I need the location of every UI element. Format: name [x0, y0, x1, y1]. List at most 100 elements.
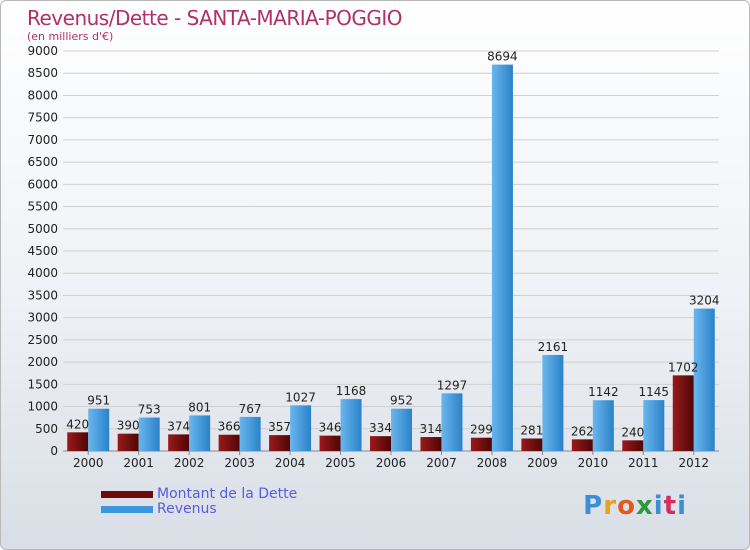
data-label-revenue: 1297 [437, 378, 468, 392]
y-tick-label: 8500 [27, 66, 58, 80]
chart-subtitle: (en milliers d'€) [27, 30, 114, 43]
bar-revenue [693, 308, 715, 451]
bar-debt [117, 433, 139, 451]
bar-revenue [138, 417, 160, 451]
y-tick-label: 500 [35, 422, 58, 436]
x-tick-label: 2008 [477, 456, 508, 470]
legend-label-revenue: Revenus [157, 501, 217, 517]
logo-letter: i [653, 491, 664, 521]
bar-revenue [340, 399, 362, 451]
logo-letter: r [603, 491, 618, 521]
legend-label-debt: Montant de la Dette [157, 486, 298, 502]
logo-letter: o [617, 491, 636, 521]
proxiti-logo: Proxiti [583, 491, 687, 521]
bar-debt [218, 434, 240, 451]
data-label-revenue: 3204 [689, 294, 720, 308]
bar-revenue [391, 408, 412, 451]
logo-letter: P [583, 491, 604, 521]
bar-debt [521, 438, 543, 451]
bar-debt [571, 439, 593, 451]
y-tick-label: 7000 [27, 133, 58, 147]
bar-debt [622, 440, 644, 451]
data-label-debt: 390 [117, 419, 140, 433]
bar-revenue [189, 415, 211, 451]
data-label-debt: 346 [319, 421, 342, 435]
x-tick-label: 2012 [678, 456, 709, 470]
y-tick-label: 0 [50, 444, 58, 458]
chart-title: Revenus/Dette - SANTA-MARIA-POGGIO [27, 6, 403, 30]
data-label-debt: 314 [420, 422, 443, 436]
data-label-revenue: 801 [188, 400, 211, 414]
x-tick-label: 2010 [578, 456, 609, 470]
legend-swatch-debt [101, 491, 153, 498]
logo-letter: x [635, 491, 654, 521]
bar-debt [420, 437, 442, 451]
y-tick-label: 4500 [27, 244, 58, 258]
bar-revenue [290, 405, 312, 451]
logo-letter: t [663, 491, 678, 521]
y-tick-label: 4000 [27, 266, 58, 280]
data-label-revenue: 2161 [538, 340, 569, 354]
x-tick-label: 2011 [628, 456, 659, 470]
data-label-debt: 357 [268, 420, 291, 434]
bar-revenue [491, 64, 513, 451]
x-tick-label: 2002 [174, 456, 205, 470]
x-tick-label: 2007 [426, 456, 457, 470]
data-label-revenue: 1168 [336, 384, 367, 398]
x-tick-label: 2001 [123, 456, 154, 470]
data-label-revenue: 952 [390, 394, 413, 408]
x-tick-label: 2000 [73, 456, 104, 470]
data-label-revenue: 951 [87, 394, 110, 408]
bar-debt [168, 434, 190, 451]
x-tick-label: 2009 [527, 456, 558, 470]
y-tick-label: 1500 [27, 377, 58, 391]
data-label-debt: 374 [167, 419, 190, 433]
data-label-debt: 1702 [668, 360, 699, 374]
bar-revenue [239, 416, 261, 451]
data-label-debt: 420 [66, 417, 89, 431]
data-label-debt: 262 [571, 424, 594, 438]
logo-letter: i [677, 491, 687, 521]
data-label-revenue: 1145 [639, 385, 670, 399]
bar-revenue [542, 354, 564, 451]
y-tick-label: 2000 [27, 355, 58, 369]
bar-debt [470, 437, 492, 451]
data-label-revenue: 8694 [487, 50, 518, 64]
x-tick-label: 2004 [275, 456, 306, 470]
y-tick-label: 6000 [27, 177, 58, 191]
data-label-revenue: 753 [138, 403, 161, 417]
data-label-debt: 240 [621, 425, 644, 439]
data-label-revenue: 1027 [285, 390, 316, 404]
bar-revenue [88, 408, 110, 451]
x-tick-label: 2006 [376, 456, 407, 470]
data-label-debt: 281 [520, 424, 543, 438]
bar-debt [269, 435, 291, 451]
data-label-debt: 299 [470, 423, 493, 437]
data-label-revenue: 767 [239, 402, 262, 416]
y-tick-label: 5000 [27, 222, 58, 236]
data-label-debt: 334 [369, 421, 392, 435]
y-tick-label: 8000 [27, 88, 58, 102]
bar-debt [67, 432, 89, 451]
bar-revenue [592, 400, 614, 451]
bar-revenue [441, 393, 463, 451]
x-tick-label: 2005 [325, 456, 356, 470]
x-tick-label: 2003 [224, 456, 255, 470]
bar-debt [370, 436, 391, 451]
y-tick-label: 9000 [27, 44, 58, 58]
y-tick-label: 3500 [27, 288, 58, 302]
data-label-revenue: 1142 [588, 385, 619, 399]
bar-debt [319, 435, 341, 451]
y-tick-label: 3000 [27, 311, 58, 325]
bar-debt [672, 375, 694, 451]
y-tick-label: 5500 [27, 200, 58, 214]
bar-revenue [643, 400, 665, 451]
legend-swatch-revenue [101, 506, 153, 513]
y-tick-label: 2500 [27, 333, 58, 347]
y-tick-label: 6500 [27, 155, 58, 169]
data-label-debt: 366 [218, 420, 241, 434]
y-tick-label: 7500 [27, 111, 58, 125]
y-tick-label: 1000 [27, 400, 58, 414]
